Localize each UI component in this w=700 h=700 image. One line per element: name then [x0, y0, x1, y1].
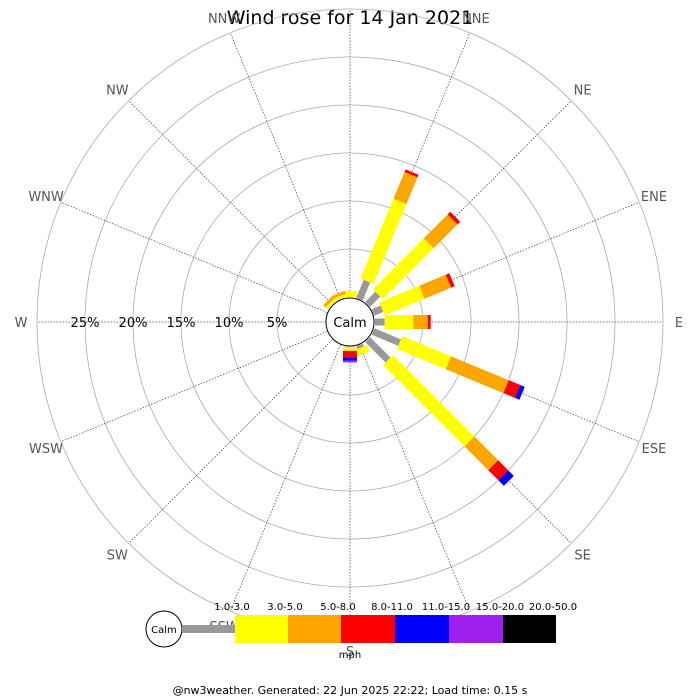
spoke-sse [359, 344, 471, 612]
legend-label-1.0-3.0: 1.0-3.0 [214, 602, 249, 613]
spoke-ssw [229, 344, 341, 612]
bar-ese-8.0-11.0 [503, 380, 521, 398]
legend-calm-label: Calm [151, 625, 177, 636]
radial-tick-15: 15% [167, 316, 196, 331]
wind-bars [323, 169, 525, 486]
dir-label-nne: NNE [462, 12, 490, 27]
spoke-nnw [229, 32, 341, 300]
bar-sse-3.0-5.0 [354, 345, 370, 357]
dir-label-e: E [675, 316, 683, 331]
dir-label-wsw: WSW [29, 442, 63, 457]
dir-label-sw: SW [107, 549, 128, 564]
spoke-nw [128, 100, 333, 305]
calm-label: Calm [333, 316, 366, 331]
bar-nnw-5.0-8.0 [331, 290, 346, 299]
legend-label-15.0-20.0: 15.0-20.0 [476, 602, 524, 613]
bar-nne-5.0-8.0 [393, 172, 418, 205]
legend-label-8.0-11.0: 8.0-11.0 [371, 602, 413, 613]
bar-ne-8.0-11.0 [447, 211, 461, 225]
legend-swatch-11.0-15.0 [395, 615, 449, 643]
calm-circle [325, 297, 375, 347]
bar-ne-3.0-5.0 [372, 238, 434, 300]
legend-swatch-20.0-50.0 [503, 615, 556, 643]
bar-e-1.0-3.0 [375, 318, 385, 326]
bar-se-11.0-15.0 [498, 470, 514, 486]
bar-nne-1.0-3.0 [356, 279, 371, 301]
bar-se-1.0-3.0 [365, 337, 391, 363]
bar-se-8.0-11.0 [488, 460, 509, 481]
radial-tick-labels: 5% 10% 15% 20% 25% [71, 316, 288, 331]
dir-label-nw: NW [106, 83, 129, 98]
bar-se-3.0-5.0 [383, 355, 475, 447]
bar-e-3.0-5.0 [384, 315, 414, 329]
bar-s-11.0-15.0 [343, 357, 357, 361]
legend-unit: mph [339, 650, 361, 661]
legend-swatch-1.0-3.0 [182, 625, 235, 633]
bar-ese-1.0-3.0 [371, 328, 402, 346]
dir-label-s: S [346, 645, 354, 660]
dir-label-ne: NE [574, 83, 592, 98]
bar-sse-1.0-3.0 [356, 343, 364, 350]
legend-swatch-15.0-20.0 [449, 615, 503, 643]
radial-tick-10: 10% [215, 316, 244, 331]
bar-nne-3.0-5.0 [360, 198, 407, 284]
bar-ene-5.0-8.0 [419, 274, 452, 299]
spoke-sw [128, 339, 333, 544]
radial-tick-5: 5% [267, 316, 288, 331]
radial-tick-25: 25% [71, 316, 100, 331]
dir-label-wnw: WNW [28, 190, 64, 205]
bar-e-5.0-8.0 [413, 315, 428, 329]
legend-swatch-5.0-8.0 [288, 615, 341, 643]
speed-legend: Calm mph 1.0-3.0 3.0-5.0 5.0-8.0 8.0-11.0 11… [145, 602, 577, 661]
spoke-wnw [60, 201, 328, 313]
dir-label-nnw: NNW [208, 12, 240, 27]
bar-ese-5.0-8.0 [445, 356, 509, 394]
bar-nnw-3.0-5.0 [332, 293, 347, 302]
dir-label-ene: ENE [641, 190, 667, 205]
dir-label-ese: ESE [642, 442, 667, 457]
direction-labels: NNNENEENEEESESESSESSSWSWWSWWWNWNWNNW [15, 0, 684, 660]
calm-center: Calm [325, 297, 375, 347]
radial-tick-20: 20% [119, 316, 148, 331]
bar-se-5.0-8.0 [464, 436, 499, 471]
legend-label-11.0-15.0: 11.0-15.0 [422, 602, 470, 613]
bar-s-3.0-5.0 [343, 347, 357, 351]
bar-ese-3.0-5.0 [397, 336, 452, 370]
legend-label-20.0-50.0: 20.0-50.0 [529, 602, 577, 613]
dir-label-n: N [345, 0, 355, 2]
bar-ne-1.0-3.0 [365, 291, 381, 307]
footer-text: @nw3weather. Generated: 22 Jun 2025 22:2… [173, 684, 528, 697]
bar-nne-8.0-11.0 [404, 169, 419, 178]
bar-ene-3.0-5.0 [379, 285, 425, 316]
legend-swatch-8.0-11.0 [341, 615, 395, 643]
bar-e-8.0-11.0 [427, 315, 431, 329]
legend-swatch-3.0-5.0 [235, 615, 288, 643]
bar-ese-11.0-15.0 [514, 384, 525, 400]
bar-nw-5.0-8.0 [323, 295, 336, 308]
bar-ne-5.0-8.0 [423, 214, 458, 249]
bar-ene-1.0-3.0 [371, 305, 384, 316]
bar-s-15.0-20.0 [343, 360, 357, 363]
spoke-wsw [60, 331, 328, 443]
dir-label-w: W [15, 316, 28, 331]
bar-ene-8.0-11.0 [445, 273, 455, 288]
legend-label-3.0-5.0: 3.0-5.0 [267, 602, 302, 613]
legend-label-5.0-8.0: 5.0-8.0 [320, 602, 355, 613]
dir-label-se: SE [574, 549, 590, 564]
bar-s-8.0-11.0 [343, 350, 357, 358]
